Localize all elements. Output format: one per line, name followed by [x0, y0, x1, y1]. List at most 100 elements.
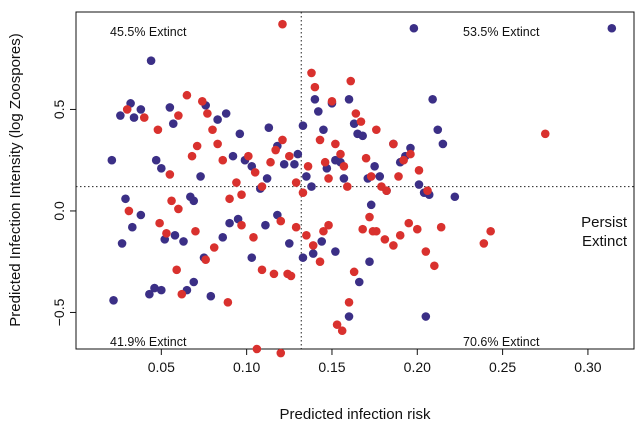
point-extinct [167, 196, 176, 206]
point-persist [235, 129, 245, 139]
point-extinct [257, 182, 267, 191]
point-extinct [192, 141, 202, 151]
legend-label-persist: Persist [581, 214, 628, 231]
point-extinct [249, 233, 258, 242]
point-extinct [540, 129, 550, 139]
point-extinct [208, 125, 217, 135]
point-persist [107, 155, 117, 165]
point-extinct [225, 194, 234, 204]
point-extinct [394, 172, 403, 181]
point-persist [339, 174, 349, 183]
point-extinct [389, 241, 398, 250]
point-extinct [139, 113, 149, 122]
point-persist [179, 237, 188, 246]
point-extinct [182, 90, 192, 100]
point-extinct [155, 218, 164, 228]
point-persist [421, 312, 431, 321]
point-extinct [343, 182, 352, 191]
y-tick-label: 0.5 [51, 100, 67, 120]
y-axis: −0.5 0.0 0.5 [51, 100, 76, 326]
point-persist [349, 119, 359, 128]
point-persist [189, 196, 199, 206]
point-extinct [307, 68, 316, 78]
point-persist [109, 295, 118, 305]
x-axis-title: Predicted infection risk [280, 406, 431, 423]
point-extinct [414, 166, 424, 175]
point-persist [262, 174, 272, 183]
point-persist [128, 222, 137, 232]
point-persist [116, 111, 125, 120]
point-persist [307, 182, 316, 191]
point-extinct [331, 139, 340, 149]
point-persist [293, 149, 303, 159]
point-persist [279, 159, 289, 169]
point-extinct [278, 135, 287, 145]
point-persist [165, 103, 175, 112]
point-extinct [382, 186, 391, 195]
point-extinct [276, 348, 286, 358]
point-extinct [336, 149, 345, 159]
x-tick-label: 0.05 [148, 359, 175, 375]
y-axis-title: Predicted Infection Intensity (log Zoosp… [7, 33, 24, 326]
point-extinct [174, 111, 183, 120]
point-extinct [232, 178, 241, 187]
point-extinct [346, 76, 356, 86]
point-persist [317, 237, 327, 246]
point-extinct [372, 125, 381, 135]
point-persist [196, 172, 205, 181]
point-extinct [320, 157, 330, 167]
point-persist [365, 257, 374, 267]
x-axis: 0.05 0.10 0.15 0.20 0.25 0.30 [148, 349, 602, 375]
point-extinct [399, 155, 408, 165]
point-extinct [177, 289, 187, 299]
point-extinct [436, 222, 446, 232]
point-extinct [172, 265, 181, 275]
point-persist [298, 121, 308, 130]
point-extinct [174, 204, 183, 214]
point-persist [298, 253, 308, 262]
quadrant-label-top-right: 53.5% Extinct [463, 25, 540, 39]
quadrant-label-bottom-right: 70.6% Extinct [463, 335, 540, 349]
point-extinct [223, 298, 233, 307]
point-extinct [351, 109, 361, 118]
point-persist [366, 200, 376, 210]
point-extinct [404, 218, 414, 228]
point-extinct [406, 149, 415, 159]
point-extinct [213, 139, 222, 149]
x-tick-label: 0.25 [489, 359, 516, 375]
point-extinct [344, 298, 354, 307]
point-extinct [365, 212, 374, 222]
point-persist [150, 283, 159, 293]
point-persist [264, 123, 274, 133]
point-extinct [324, 220, 333, 230]
point-persist [151, 155, 161, 165]
point-persist [129, 113, 139, 122]
x-tick-label: 0.15 [318, 359, 345, 375]
point-persist [213, 115, 222, 124]
point-persist [218, 233, 228, 242]
point-extinct [153, 125, 163, 135]
point-persist [308, 249, 318, 258]
point-extinct [191, 226, 200, 236]
y-tick-label: −0.5 [51, 298, 67, 326]
point-extinct [324, 174, 333, 183]
x-tick-label: 0.20 [404, 359, 431, 375]
point-persist [157, 164, 166, 173]
data-points [107, 19, 617, 358]
point-persist [370, 161, 379, 171]
point-extinct [250, 168, 260, 177]
point-extinct [122, 105, 132, 114]
point-extinct [356, 117, 366, 126]
point-extinct [327, 97, 337, 106]
point-extinct [479, 239, 489, 248]
point-persist [414, 180, 424, 189]
point-extinct [315, 135, 325, 145]
point-extinct [389, 139, 398, 149]
point-persist [189, 277, 199, 287]
point-extinct [380, 235, 390, 244]
point-persist [433, 125, 443, 135]
point-persist [450, 192, 460, 202]
point-persist [607, 23, 617, 33]
point-persist [354, 277, 364, 287]
